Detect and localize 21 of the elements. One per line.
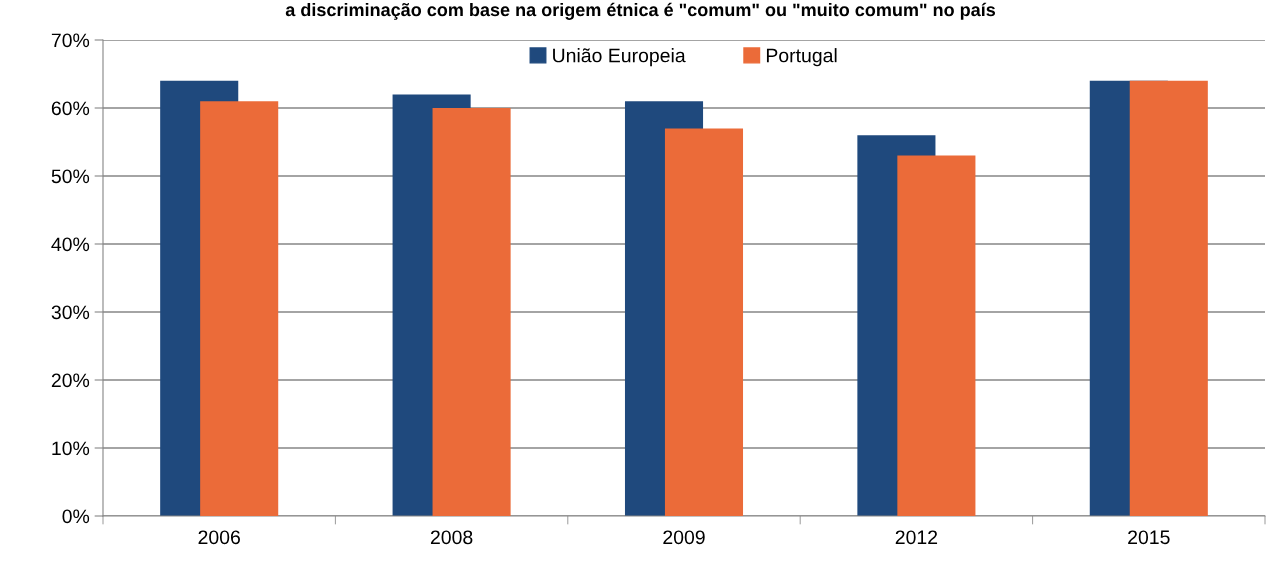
y-tick-label: 70%	[51, 33, 90, 48]
x-tick-label: 2012	[895, 530, 938, 545]
y-tick-label: 40%	[51, 237, 90, 252]
x-tick-label: 2006	[198, 530, 240, 545]
x-tick-label: 2009	[663, 530, 705, 545]
y-tick-label: 20%	[51, 373, 90, 388]
chart-title: a discriminação com base na origem étnica é "comum" ou "muito comum" no país	[285, 2, 996, 20]
x-tick-label: 2008	[430, 530, 473, 545]
y-tick-label: 0%	[62, 509, 90, 524]
y-tick-label: 50%	[51, 169, 90, 184]
bar	[1129, 80, 1208, 516]
legend-label: União Europeia	[553, 48, 686, 67]
bar	[432, 108, 511, 516]
bar	[664, 128, 744, 516]
x-tick-label: 2015	[1128, 530, 1170, 545]
y-tick-label: 10%	[52, 441, 90, 456]
y-tick-label: 60%	[51, 101, 90, 116]
bar	[897, 155, 976, 516]
legend-label: Portugal	[766, 48, 837, 67]
y-tick-label: 30%	[51, 305, 90, 320]
bar	[200, 101, 279, 516]
